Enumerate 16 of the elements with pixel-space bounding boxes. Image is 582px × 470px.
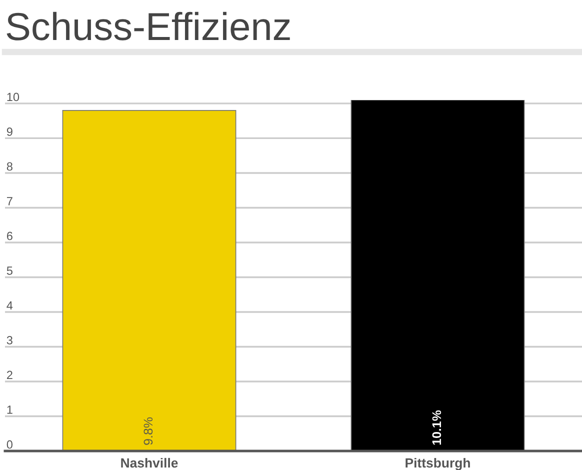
x-tick-label: Nashville — [121, 458, 178, 468]
y-tick-label: 10 — [7, 92, 20, 102]
y-tick-label: 5 — [6, 266, 12, 275]
y-tick-label: 7 — [6, 197, 12, 206]
y-tick-label: 8 — [6, 162, 12, 171]
y-tick-label: 0 — [6, 440, 12, 449]
y-tick-label: 3 — [6, 336, 12, 344]
y-tick-label: 4 — [6, 301, 13, 310]
data-label: 10.1% — [432, 410, 442, 445]
y-tick-label: 9 — [6, 128, 12, 136]
y-tick-label: 6 — [6, 232, 12, 240]
data-label: 9.8% — [144, 417, 153, 445]
chart-title: Schuss-Effizienz — [6, 12, 290, 40]
x-tick-label: Pittsburgh — [406, 458, 470, 470]
y-tick-label: 1 — [7, 406, 12, 414]
y-tick-label: 2 — [6, 370, 12, 380]
